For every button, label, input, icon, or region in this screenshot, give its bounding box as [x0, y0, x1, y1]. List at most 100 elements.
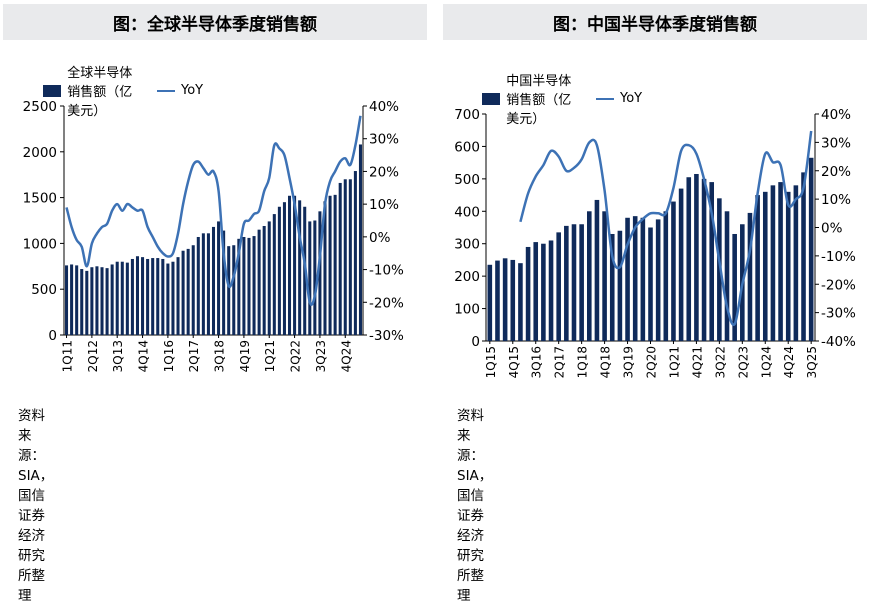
bar — [747, 212, 753, 341]
y-tick-label-left: 300 — [454, 237, 480, 253]
bar — [115, 261, 119, 335]
x-tick-label: 4Q24 — [782, 346, 796, 378]
y-tick-label-left: 600 — [454, 139, 480, 155]
bar — [686, 177, 692, 341]
y-tick-label-left: 500 — [31, 282, 57, 298]
source-note: 资料来源：SIA，国信证券经济研究所整理 — [457, 408, 493, 604]
bar — [171, 261, 175, 335]
bar — [333, 194, 337, 335]
bar — [533, 242, 539, 341]
legend-line-label: YoY — [181, 83, 204, 98]
bar — [525, 246, 531, 341]
bar — [191, 245, 195, 335]
x-tick-label: 3Q19 — [622, 346, 636, 378]
bar — [130, 258, 134, 335]
bar — [151, 258, 155, 335]
bar — [510, 259, 516, 341]
x-tick-label: 4Q19 — [238, 340, 252, 372]
x-tick-label: 2Q22 — [289, 340, 303, 372]
bar — [663, 211, 669, 341]
bar — [571, 224, 577, 341]
bar — [487, 264, 493, 341]
bar — [141, 257, 145, 335]
y-tick-label-right: 20% — [369, 164, 399, 180]
y-tick-label-right: 0% — [369, 230, 391, 246]
bar — [105, 268, 109, 335]
x-tick-label: 3Q18 — [213, 340, 227, 372]
bar — [594, 199, 600, 341]
bar — [181, 250, 185, 335]
x-tick-label: 3Q22 — [713, 346, 727, 378]
bar — [518, 263, 523, 341]
bar — [95, 266, 99, 335]
x-tick-label: 3Q23 — [314, 340, 328, 372]
bar — [338, 182, 342, 335]
bar — [85, 270, 89, 335]
bar — [277, 206, 281, 335]
x-tick-label: 1Q15 — [484, 346, 498, 378]
y-tick-label-left: 0 — [48, 328, 57, 344]
yoy-line — [65, 115, 362, 306]
legend-bar-swatch — [43, 84, 62, 97]
bar — [678, 188, 684, 341]
chart-legend: 全球半导体销售额（亿美元） YoY — [43, 62, 203, 119]
china-chart-plot: 0 100 200 300 400 500 600 700 -40% -30% -20% -10% 0%… — [454, 107, 856, 378]
bar — [694, 173, 699, 341]
x-tick-label: 2Q12 — [86, 340, 100, 372]
bar — [201, 233, 205, 335]
bar — [242, 236, 246, 335]
bar — [778, 182, 783, 341]
legend-bar-label: 中国半导体销售额（亿美元） — [506, 74, 572, 127]
y-tick-label-left: 2000 — [23, 145, 57, 161]
x-tick-label: 1Q11 — [61, 340, 75, 372]
bar — [640, 217, 646, 341]
bar — [709, 182, 715, 341]
bar — [343, 179, 347, 335]
bar — [548, 240, 554, 341]
bar — [353, 171, 357, 335]
bar — [655, 219, 661, 341]
yoy-line — [519, 130, 813, 327]
y-tick-label-left: 1500 — [23, 191, 57, 207]
bar — [308, 221, 312, 335]
bar — [755, 195, 760, 341]
bar — [262, 225, 266, 335]
y-tick-label-right: 40% — [369, 99, 399, 115]
bar — [701, 178, 707, 341]
bar — [648, 227, 653, 341]
y-tick-label-right: 10% — [821, 192, 851, 208]
legend-line-swatch — [595, 97, 615, 100]
bar — [541, 243, 546, 341]
bar — [348, 179, 352, 335]
x-tick-label: 2Q20 — [645, 346, 659, 378]
bar — [267, 221, 271, 335]
bar — [298, 200, 302, 335]
y-tick-label-right: -20% — [821, 277, 856, 293]
x-tick-label: 2Q23 — [736, 346, 750, 378]
x-tick-label: 1Q24 — [759, 346, 773, 378]
y-tick-label-right: 40% — [821, 107, 851, 123]
x-tick-label: 1Q21 — [667, 346, 681, 378]
bar — [227, 246, 231, 335]
bar — [323, 201, 327, 335]
bar — [100, 267, 104, 335]
bar — [717, 198, 722, 341]
bar — [801, 172, 806, 341]
global-chart-plot: 0 500 1000 1500 2000 2500 -30% -20% -10% 0% 10% 20%… — [23, 99, 404, 372]
y-tick-label-right: 30% — [369, 132, 399, 148]
y-tick-label-right: -30% — [821, 306, 856, 322]
bar — [495, 260, 500, 341]
x-tick-label: 1Q21 — [263, 340, 277, 372]
bar — [156, 258, 160, 335]
bar — [146, 258, 150, 335]
bar — [196, 236, 200, 335]
bar — [110, 264, 114, 335]
bar — [318, 211, 322, 335]
bar — [625, 217, 630, 341]
bar — [237, 238, 241, 335]
bar — [232, 245, 236, 335]
bar — [293, 195, 297, 335]
bar — [75, 265, 79, 335]
y-tick-label-right: -30% — [369, 328, 404, 344]
bar — [257, 229, 261, 335]
